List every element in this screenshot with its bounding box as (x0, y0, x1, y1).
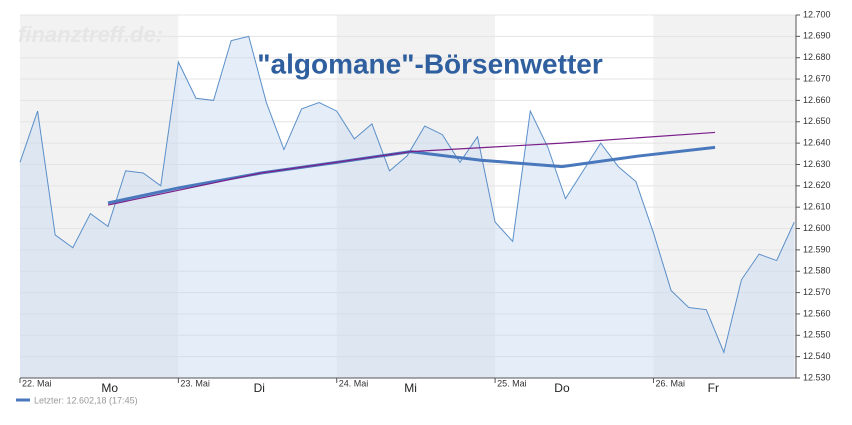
y-tick-label: 12.670 (803, 73, 831, 83)
y-tick-label: 12.650 (803, 116, 831, 126)
y-tick-label: 12.630 (803, 159, 831, 169)
y-tick-label: 12.550 (803, 330, 831, 340)
day-band (178, 15, 337, 378)
x-tick-label: 22. Mai (22, 378, 52, 388)
plot (19, 35, 795, 379)
y-tick-label: 12.610 (803, 202, 831, 212)
day-band (336, 15, 496, 378)
y-tick-label: 12.580 (803, 266, 831, 276)
y-tick-label: 12.620 (803, 180, 831, 190)
y-tick-label: 12.640 (803, 137, 831, 147)
day-band (20, 15, 179, 378)
weekday-label: Do (554, 381, 570, 395)
day-band (653, 15, 796, 378)
day-band (495, 15, 654, 378)
y-tick-label: 12.680 (803, 52, 831, 62)
trend-line (107, 131, 716, 206)
weekday-label: Mo (101, 381, 118, 395)
y-tick-label: 12.600 (803, 223, 831, 233)
weekday-label: Mi (404, 381, 417, 395)
weekday-label: Fr (708, 381, 719, 395)
y-tick-label: 12.690 (803, 31, 831, 41)
chart-title: "algomane"-Börsenwetter (257, 48, 603, 79)
y-tick-label: 12.530 (803, 372, 831, 382)
x-tick-label: 25. Mai (497, 378, 527, 388)
y-tick-label: 12.660 (803, 95, 831, 105)
x-tick-label: 26. Mai (655, 378, 685, 388)
x-tick-label: 24. Mai (339, 378, 369, 388)
y-tick-label: 12.560 (803, 308, 831, 318)
price-line (19, 35, 795, 354)
y-tick-label: 12.590 (803, 244, 831, 254)
y-tick-label: 12.540 (803, 351, 831, 361)
legend-text: Letzter: 12.602,18 (17:45) (34, 395, 138, 405)
watermark: finanztreff.de: (18, 22, 163, 47)
y-tick-label: 12.570 (803, 287, 831, 297)
weekday-label: Di (254, 381, 265, 395)
y-tick-label: 12.700 (803, 9, 831, 19)
x-tick-label: 23. Mai (180, 378, 210, 388)
area (20, 36, 795, 379)
day-bands (20, 14, 796, 379)
